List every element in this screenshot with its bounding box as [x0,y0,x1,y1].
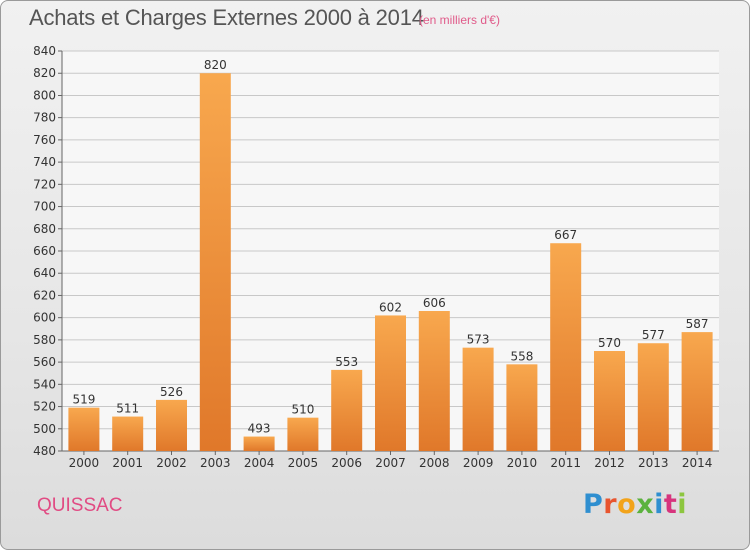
x-tick-label: 2012 [594,456,625,470]
y-tick-label: 540 [33,377,56,391]
x-tick-label: 2014 [682,456,713,470]
y-tick-label: 760 [33,133,56,147]
y-tick-label: 680 [33,222,56,236]
y-tick-label: 620 [33,288,56,302]
bar-value-label: 519 [72,393,95,407]
bar-value-label: 570 [598,336,621,350]
y-tick-label: 720 [33,177,56,191]
bar-value-label: 577 [642,328,665,342]
bar [594,351,625,451]
unit-label: (en milliers d'€) [419,13,500,27]
y-tick-label: 600 [33,311,56,325]
chart-title: Achats et Charges Externes 2000 à 2014 [29,5,424,30]
x-tick-label: 2013 [638,456,669,470]
proxiti-logo: Proxiti [583,489,688,520]
bar-value-label: 493 [248,422,271,436]
bar-value-label: 667 [554,228,577,242]
city-name: QUISSAC [37,495,123,516]
y-tick-label: 580 [33,333,56,347]
bar-value-label: 553 [335,355,358,369]
y-tick-label: 500 [33,422,56,436]
x-tick-label: 2004 [244,456,275,470]
y-tick-label: 740 [33,155,56,169]
y-tick-label: 800 [33,88,56,102]
bar [418,311,450,451]
x-tick-label: 2002 [156,456,187,470]
bar [637,343,669,451]
x-tick-label: 2005 [288,456,319,470]
bar [375,315,406,451]
bar-value-label: 526 [160,385,183,399]
y-tick-label: 480 [33,444,56,458]
x-tick-label: 2000 [69,456,100,470]
y-tick-label: 660 [33,244,56,258]
bar [156,399,187,451]
y-tick-label: 640 [33,266,56,280]
bar-value-label: 587 [686,317,709,331]
bar-value-label: 602 [379,300,402,314]
x-tick-label: 2006 [331,456,362,470]
bar [243,436,275,451]
bar-value-label: 606 [423,296,446,310]
x-tick-label: 2008 [419,456,450,470]
y-tick-label: 700 [33,200,56,214]
x-tick-label: 2003 [200,456,231,470]
bar [462,347,494,451]
x-tick-label: 2010 [507,456,538,470]
y-tick-label: 780 [33,111,56,125]
bar [199,73,231,451]
y-tick-label: 820 [33,66,56,80]
x-tick-label: 2011 [550,456,581,470]
bar-value-label: 558 [510,349,533,363]
bar [68,407,100,451]
y-tick-label: 560 [33,355,56,369]
bar [287,417,319,451]
bar [550,243,582,451]
bar [331,369,363,451]
x-tick-label: 2009 [463,456,494,470]
bar-value-label: 573 [467,333,490,347]
bar [112,416,144,451]
bar [506,364,538,451]
bar-value-label: 510 [291,403,314,417]
y-tick-label: 520 [33,400,56,414]
x-tick-label: 2007 [375,456,406,470]
bar [681,332,713,451]
x-tick-label: 2001 [112,456,143,470]
bar-value-label: 820 [204,58,227,72]
y-tick-label: 840 [33,44,56,58]
bar-value-label: 511 [116,402,139,416]
